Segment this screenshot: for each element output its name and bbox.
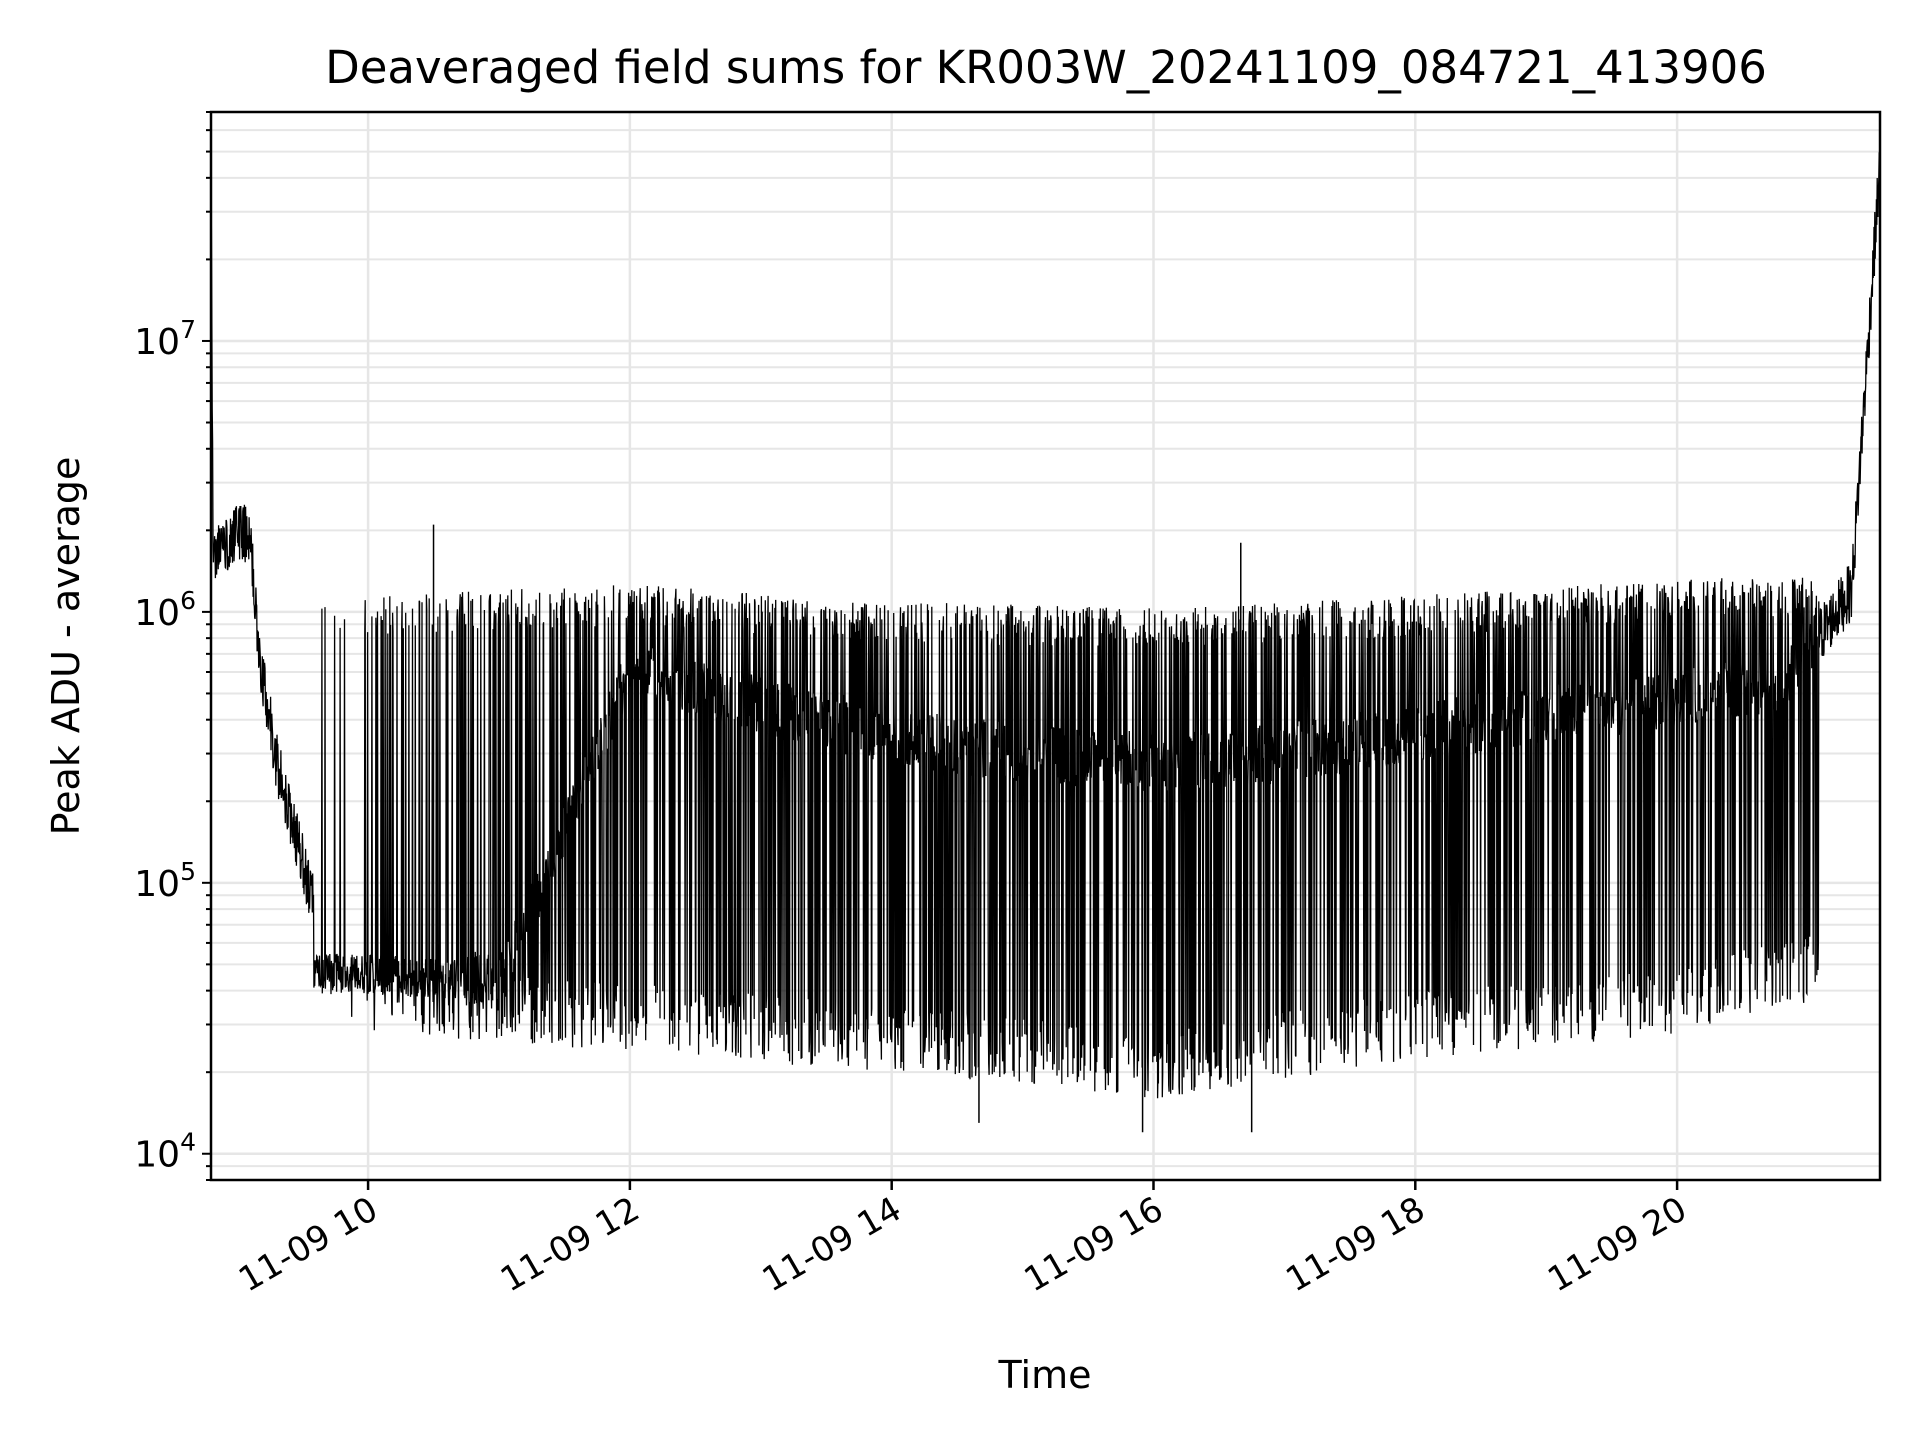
y-tick-label: 105 [134,857,196,905]
y-tick-exponent: 4 [180,1128,196,1157]
y-tick-label: 106 [134,586,196,634]
y-tick-base: 10 [134,1135,180,1176]
chart-title: Deaveraged field sums for KR003W_2024110… [325,41,1767,94]
y-tick-exponent: 5 [180,857,196,886]
data-series [210,152,1881,1133]
plot-frame [209,110,1882,1182]
y-tick-base: 10 [134,593,180,634]
y-tick-exponent: 6 [180,586,196,615]
y-tick-base: 10 [134,864,180,905]
y-tick-label: 107 [134,315,196,363]
x-axis-label: Time [998,1353,1092,1397]
y-axis-label: Peak ADU - average [44,457,88,836]
y-tick-exponent: 7 [180,315,196,344]
y-tick-base: 10 [134,322,180,363]
y-tick-label: 104 [134,1128,196,1176]
series-line [210,152,1881,1099]
